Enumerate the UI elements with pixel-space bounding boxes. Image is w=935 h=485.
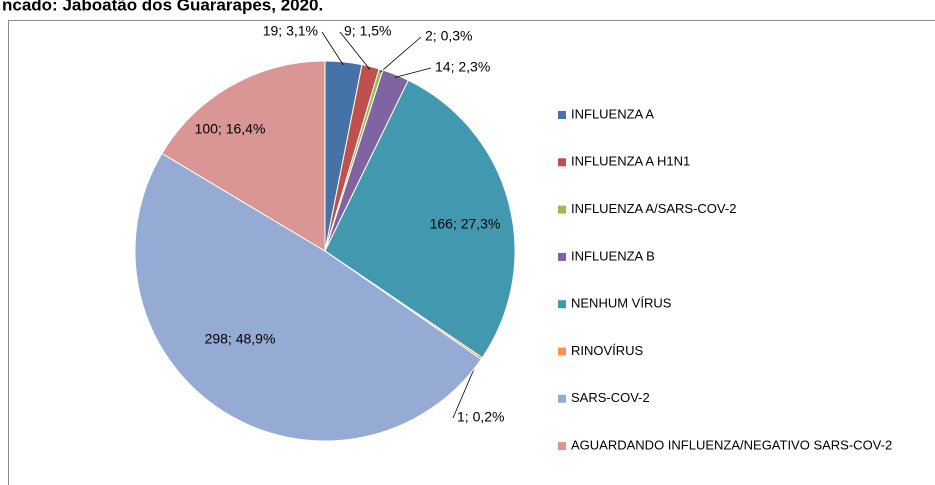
legend-label: INFLUENZA B xyxy=(571,248,655,263)
data-label: 14; 2,3% xyxy=(435,59,490,75)
data-label: 2; 0,3% xyxy=(425,28,472,44)
legend-label: RINOVÍRUS xyxy=(571,343,644,358)
legend-swatch xyxy=(558,205,566,214)
pie-slice xyxy=(134,152,482,442)
legend-label: INFLUENZA A H1N1 xyxy=(571,154,690,169)
data-label: 166; 27,3% xyxy=(430,216,501,232)
legend-label: INFLUENZA A xyxy=(571,106,654,121)
legend-swatch xyxy=(558,252,566,261)
legend-swatch xyxy=(558,394,566,403)
data-label: 100; 16,4% xyxy=(195,121,266,137)
legend-swatch xyxy=(558,300,566,309)
legend-label: INFLUENZA A/SARS-COV-2 xyxy=(571,201,736,216)
data-label: 19; 3,1% xyxy=(263,23,318,39)
chart-title: ncado: Jaboatão dos Guararapes, 2020. xyxy=(2,0,323,14)
pie-slice xyxy=(161,60,326,252)
leader-line xyxy=(321,31,344,66)
data-label: 298; 48,9% xyxy=(205,331,276,347)
chart-border xyxy=(8,20,935,485)
legend-swatch xyxy=(558,347,566,356)
data-label: 1; 0,2% xyxy=(457,409,504,425)
leader-line xyxy=(379,36,422,73)
legend-swatch xyxy=(558,158,566,167)
leader-line xyxy=(394,67,432,78)
legend-swatch xyxy=(558,111,566,119)
legend-label: AGUARDANDO INFLUENZA/NEGATIVO SARS-COV-2 xyxy=(571,438,892,453)
legend-label: SARS-COV-2 xyxy=(571,390,650,405)
legend-label: NENHUM VÍRUS xyxy=(571,296,672,311)
leader-line xyxy=(339,31,371,70)
data-label: 9; 1,5% xyxy=(344,23,391,39)
pie-slice xyxy=(324,79,516,359)
legend-swatch xyxy=(558,442,566,451)
